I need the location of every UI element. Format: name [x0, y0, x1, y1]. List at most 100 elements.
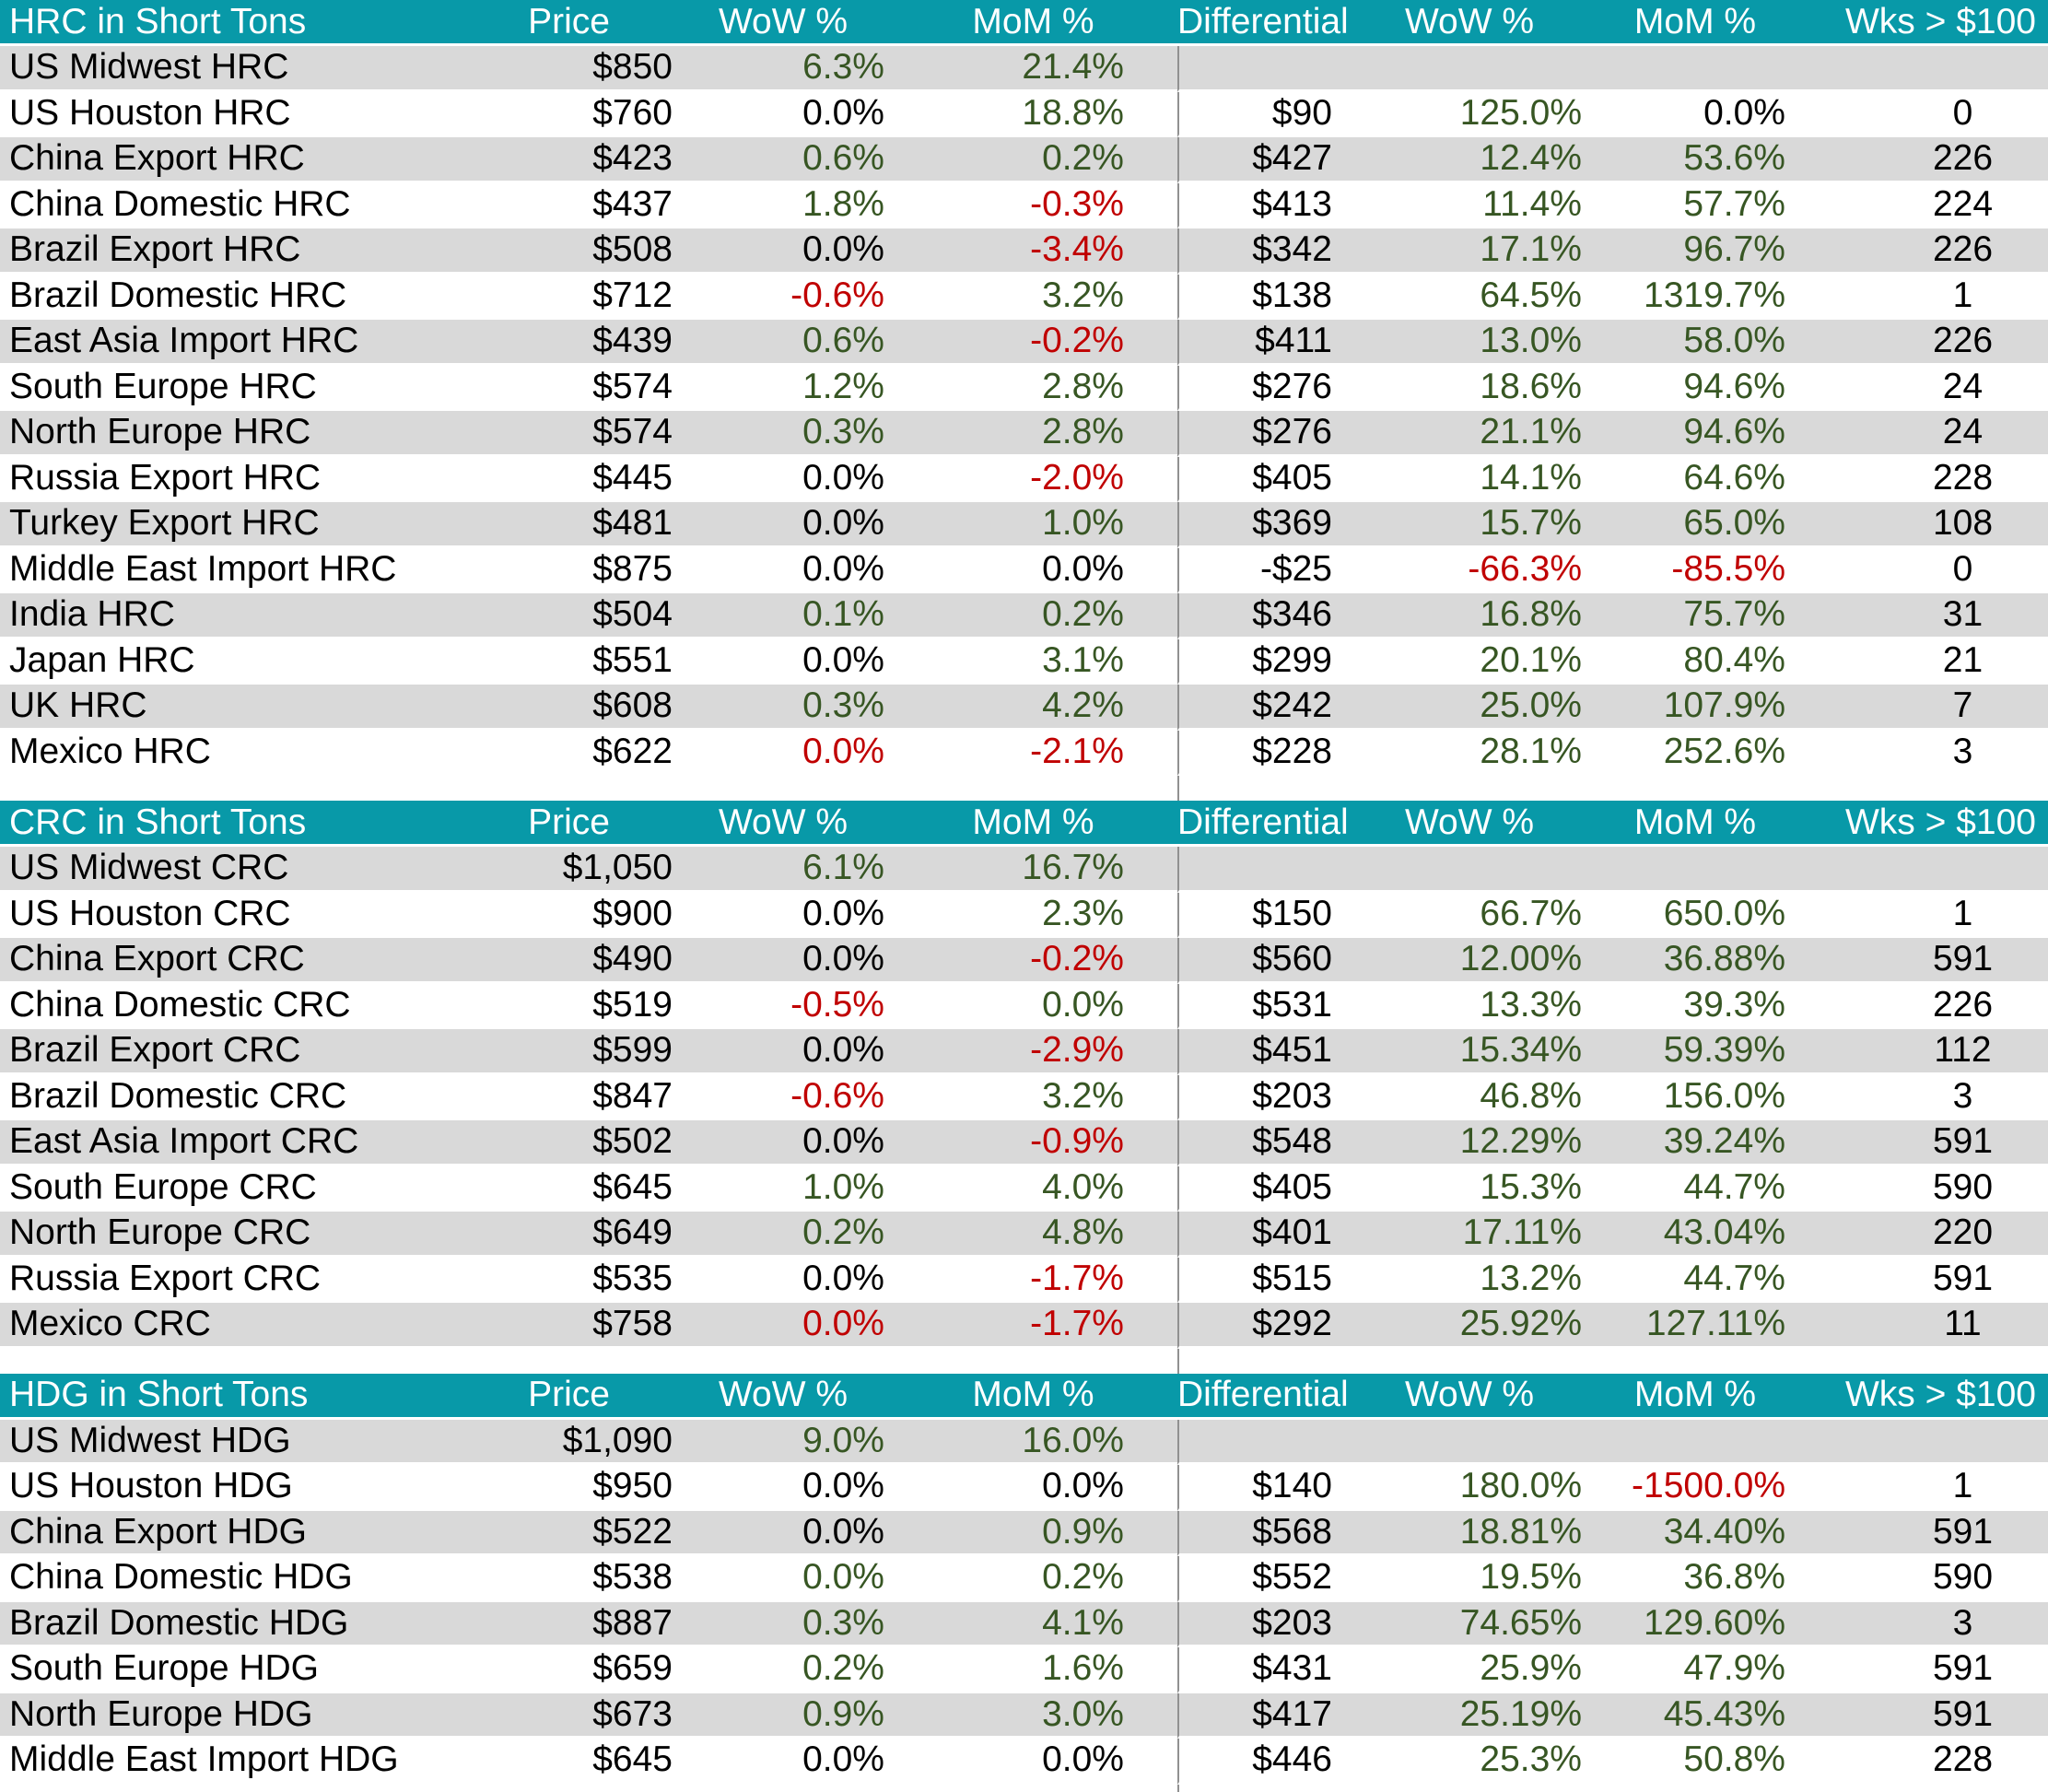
mom-cell: 2.8% — [889, 411, 1177, 457]
col-header-diff-wow: WoW % — [1345, 0, 1594, 46]
differential-cell: $242 — [1177, 685, 1345, 731]
table-row: South Europe CRC $645 1.0% 4.0% $405 15.3% 44.… — [0, 1165, 2048, 1212]
wow-cell: 9.0% — [677, 1419, 889, 1465]
diff-mom-cell: 59.39% — [1594, 1029, 1796, 1075]
price-cell: $481 — [461, 502, 677, 548]
wow-cell: -0.6% — [677, 1074, 889, 1120]
wow-cell: 0.0% — [677, 1739, 889, 1785]
differential-cell: $228 — [1177, 730, 1345, 776]
diff-mom-cell: 47.9% — [1594, 1647, 1796, 1693]
differential-cell: $552 — [1177, 1556, 1345, 1602]
weeks-cell: 591 — [1796, 1692, 2048, 1739]
diff-wow-cell: 16.8% — [1345, 593, 1594, 639]
differential-cell: $203 — [1177, 1601, 1345, 1647]
mom-cell: 0.2% — [889, 593, 1177, 639]
weeks-cell: 226 — [1796, 228, 2048, 275]
row-label: Middle East Import HRC — [0, 547, 461, 593]
differential-cell: $90 — [1177, 91, 1345, 137]
table-row: India HRC $504 0.1% 0.2% $346 16.8% 75.7% 31 — [0, 593, 2048, 639]
mom-cell: -2.9% — [889, 1029, 1177, 1075]
price-cell: $645 — [461, 1739, 677, 1785]
diff-mom-cell: 252.6% — [1594, 730, 1796, 776]
row-label: UK HRC — [0, 685, 461, 731]
column-divider-line — [1177, 1784, 1179, 1792]
mom-cell: 0.0% — [889, 1739, 1177, 1785]
weeks-cell: 3 — [1796, 1074, 2048, 1120]
wow-cell: 1.0% — [677, 1165, 889, 1212]
wow-cell: 0.0% — [677, 730, 889, 776]
table-row: Mexico CRC $758 0.0% -1.7% $292 25.92% 127.11%… — [0, 1303, 2048, 1349]
row-label: Brazil Domestic HDG — [0, 1601, 461, 1647]
differential-cell: $427 — [1177, 137, 1345, 183]
wow-cell: 0.6% — [677, 137, 889, 183]
diff-mom-cell: 107.9% — [1594, 685, 1796, 731]
row-label: Russia Export CRC — [0, 1257, 461, 1303]
diff-wow-cell: 17.1% — [1345, 228, 1594, 275]
diff-mom-cell: 65.0% — [1594, 502, 1796, 548]
differential-cell: $431 — [1177, 1647, 1345, 1693]
diff-wow-cell: 19.5% — [1345, 1556, 1594, 1602]
price-cell: $649 — [461, 1212, 677, 1258]
diff-mom-cell: -85.5% — [1594, 547, 1796, 593]
price-cell: $1,050 — [461, 847, 677, 893]
row-label: Mexico CRC — [0, 1303, 461, 1349]
weeks-cell: 112 — [1796, 1029, 2048, 1075]
price-cell: $538 — [461, 1556, 677, 1602]
price-cell: $490 — [461, 938, 677, 984]
weeks-cell — [1796, 1419, 2048, 1465]
weeks-cell: 108 — [1796, 502, 2048, 548]
price-cell: $535 — [461, 1257, 677, 1303]
diff-mom-cell: 1319.7% — [1594, 274, 1796, 320]
price-cell: $522 — [461, 1510, 677, 1556]
table-row: Russia Export HRC $445 0.0% -2.0% $405 14.1% 6… — [0, 456, 2048, 502]
diff-mom-cell: 57.7% — [1594, 182, 1796, 228]
table-row: Turkey Export HRC $481 0.0% 1.0% $369 15.7% 65… — [0, 502, 2048, 548]
weeks-cell: 220 — [1796, 1212, 2048, 1258]
diff-wow-cell: 18.81% — [1345, 1510, 1594, 1556]
col-header-differential: Differential — [1177, 0, 1349, 46]
hdg-table-title: HDG in Short Tons — [0, 1373, 461, 1420]
differential-cell: $417 — [1177, 1692, 1345, 1739]
mom-cell: 0.2% — [889, 1556, 1177, 1602]
weeks-cell: 591 — [1796, 1510, 2048, 1556]
diff-wow-cell: 66.7% — [1345, 892, 1594, 938]
row-label: China Domestic CRC — [0, 983, 461, 1029]
table-row: China Export CRC $490 0.0% -0.2% $560 12.00% 3… — [0, 938, 2048, 984]
differential-cell: $276 — [1177, 365, 1345, 411]
wow-cell: 0.0% — [677, 91, 889, 137]
diff-mom-cell: 43.04% — [1594, 1212, 1796, 1258]
price-cell: $887 — [461, 1601, 677, 1647]
col-header-wow: WoW % — [677, 0, 889, 46]
price-cell: $519 — [461, 983, 677, 1029]
price-cell: $950 — [461, 1465, 677, 1511]
price-cell: $439 — [461, 320, 677, 366]
diff-wow-cell: 20.1% — [1345, 638, 1594, 685]
row-label: South Europe HRC — [0, 365, 461, 411]
diff-wow-cell — [1345, 1419, 1594, 1465]
mom-cell: 3.0% — [889, 1692, 1177, 1739]
col-header-mom: MoM % — [889, 0, 1177, 46]
wow-cell: 0.2% — [677, 1647, 889, 1693]
weeks-cell — [1796, 46, 2048, 92]
col-header-mom: MoM % — [889, 801, 1177, 847]
wow-cell: 0.3% — [677, 685, 889, 731]
differential-cell: $292 — [1177, 1303, 1345, 1349]
col-header-mom: MoM % — [889, 1373, 1177, 1420]
price-cell: $673 — [461, 1692, 677, 1739]
row-label: US Midwest HRC — [0, 46, 461, 92]
diff-wow-cell: 64.5% — [1345, 274, 1594, 320]
differential-cell: $369 — [1177, 502, 1345, 548]
differential-cell: $299 — [1177, 638, 1345, 685]
table-row: US Houston CRC $900 0.0% 2.3% $150 66.7% 650.0… — [0, 892, 2048, 938]
hrc-table-title: HRC in Short Tons — [0, 0, 461, 46]
diff-wow-cell: 74.65% — [1345, 1601, 1594, 1647]
row-label: East Asia Import CRC — [0, 1120, 461, 1166]
row-label: East Asia Import HRC — [0, 320, 461, 366]
column-divider-line — [1177, 1348, 1179, 1374]
diff-wow-cell: 13.2% — [1345, 1257, 1594, 1303]
col-header-wow: WoW % — [677, 801, 889, 847]
weeks-cell: 590 — [1796, 1165, 2048, 1212]
differential-cell — [1177, 847, 1345, 893]
row-label: US Midwest CRC — [0, 847, 461, 893]
col-header-price: Price — [461, 0, 677, 46]
